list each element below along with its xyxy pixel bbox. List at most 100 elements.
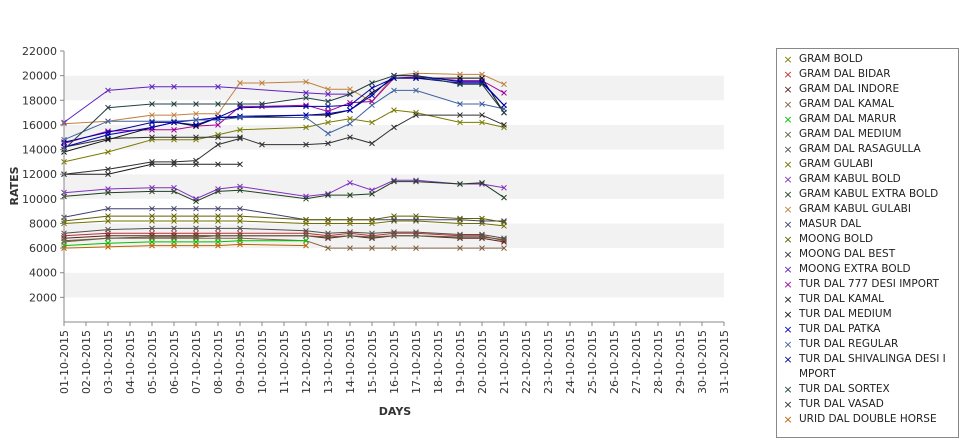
data-point xyxy=(347,86,353,93)
data-point xyxy=(501,124,507,131)
series-line xyxy=(63,179,505,200)
legend-marker-icon: × xyxy=(783,128,793,141)
data-point xyxy=(303,227,309,234)
legend-item: × TUR DAL REGULAR xyxy=(777,337,958,352)
data-point xyxy=(303,124,309,131)
data-point xyxy=(193,242,199,249)
data-point xyxy=(149,218,155,224)
data-point xyxy=(105,189,111,196)
legend-item: × MOONG BOLD xyxy=(777,232,958,247)
series-line xyxy=(63,235,505,242)
data-point xyxy=(391,245,397,251)
data-point xyxy=(215,122,221,128)
legend-item: × GRAM BOLD xyxy=(777,52,958,67)
data-point xyxy=(413,178,419,185)
series-line xyxy=(63,75,505,148)
data-point xyxy=(413,229,419,235)
data-point xyxy=(347,230,353,237)
legend-label: TUR DAL SHIVALINGA DESI IMPORT xyxy=(799,353,946,380)
data-point xyxy=(479,179,485,186)
data-point xyxy=(193,110,199,117)
data-point xyxy=(149,225,155,232)
data-point xyxy=(303,195,309,202)
data-point xyxy=(413,213,419,219)
data-point xyxy=(501,184,507,191)
series-9 xyxy=(61,178,507,205)
data-point xyxy=(193,225,199,232)
x-tick-label: 10-10-2015 xyxy=(256,330,269,394)
legend-marker-icon: × xyxy=(783,353,793,366)
data-point xyxy=(105,87,111,94)
data-point xyxy=(347,179,353,186)
data-point xyxy=(215,218,221,224)
data-point xyxy=(171,119,177,126)
data-point xyxy=(479,218,485,224)
y-tick-label: 16000 xyxy=(22,119,57,132)
data-point xyxy=(171,242,177,249)
data-point xyxy=(237,241,243,248)
data-point xyxy=(215,131,221,138)
data-point xyxy=(325,230,331,237)
legend-marker-icon: × xyxy=(783,308,793,321)
data-point xyxy=(325,91,331,97)
x-tick-label: 05-10-2015 xyxy=(146,330,159,394)
legend-item: × GRAM KABUL EXTRA BOLD xyxy=(777,187,958,202)
legend-item: × GRAM DAL KAMAL xyxy=(777,97,958,112)
data-point xyxy=(171,205,177,212)
data-point xyxy=(391,178,397,185)
data-point xyxy=(413,109,419,116)
data-point xyxy=(193,234,199,240)
data-point xyxy=(193,134,199,141)
legend-label: GRAM DAL INDORE xyxy=(799,83,900,95)
data-point xyxy=(237,135,243,142)
data-point xyxy=(303,141,309,148)
data-point xyxy=(303,242,309,249)
data-point xyxy=(457,231,463,238)
y-tick-label: 10000 xyxy=(22,193,57,206)
data-point xyxy=(215,232,221,239)
data-point xyxy=(303,112,309,118)
legend-item: × MOONG EXTRA BOLD xyxy=(777,262,958,277)
grid-bands xyxy=(64,51,724,322)
data-point xyxy=(193,213,199,219)
legend-item: × TUR DAL MEDIUM xyxy=(777,307,958,322)
data-point xyxy=(347,91,353,97)
data-point xyxy=(259,101,265,107)
x-tick-label: 08-10-2015 xyxy=(212,330,225,394)
data-point xyxy=(501,122,507,128)
legend-marker-icon: × xyxy=(783,398,793,411)
series-21 xyxy=(61,72,507,153)
data-point xyxy=(193,122,199,128)
data-point xyxy=(369,119,375,126)
data-point xyxy=(479,215,485,222)
legend-marker-icon: × xyxy=(783,338,793,351)
data-point xyxy=(479,101,485,107)
legend-marker-icon: × xyxy=(783,158,793,171)
data-point xyxy=(237,230,243,237)
data-point xyxy=(193,198,199,205)
data-point xyxy=(149,124,155,131)
data-point xyxy=(303,237,309,244)
legend-item: × TUR DAL PATKA xyxy=(777,322,958,337)
series-line xyxy=(63,220,505,227)
data-point xyxy=(193,157,199,164)
legend-marker-icon: × xyxy=(783,248,793,261)
data-point xyxy=(501,245,507,251)
data-point xyxy=(149,101,155,107)
data-point xyxy=(479,231,485,238)
data-point xyxy=(369,140,375,147)
data-point xyxy=(347,192,353,198)
series-6 xyxy=(61,225,507,242)
data-point xyxy=(501,235,507,242)
data-point xyxy=(149,159,155,165)
legend-marker-icon: × xyxy=(783,383,793,396)
data-point xyxy=(303,78,309,85)
x-tick-label: 15-10-2015 xyxy=(366,330,379,394)
data-point xyxy=(237,126,243,133)
x-axis-title: DAYS xyxy=(379,405,412,418)
x-tick-label: 29-10-2015 xyxy=(674,330,687,394)
x-tick-label: 22-10-2015 xyxy=(520,330,533,394)
legend-label: URID DAL DOUBLE HORSE xyxy=(799,413,937,425)
data-point xyxy=(171,136,177,143)
legend-marker-icon: × xyxy=(783,323,793,336)
